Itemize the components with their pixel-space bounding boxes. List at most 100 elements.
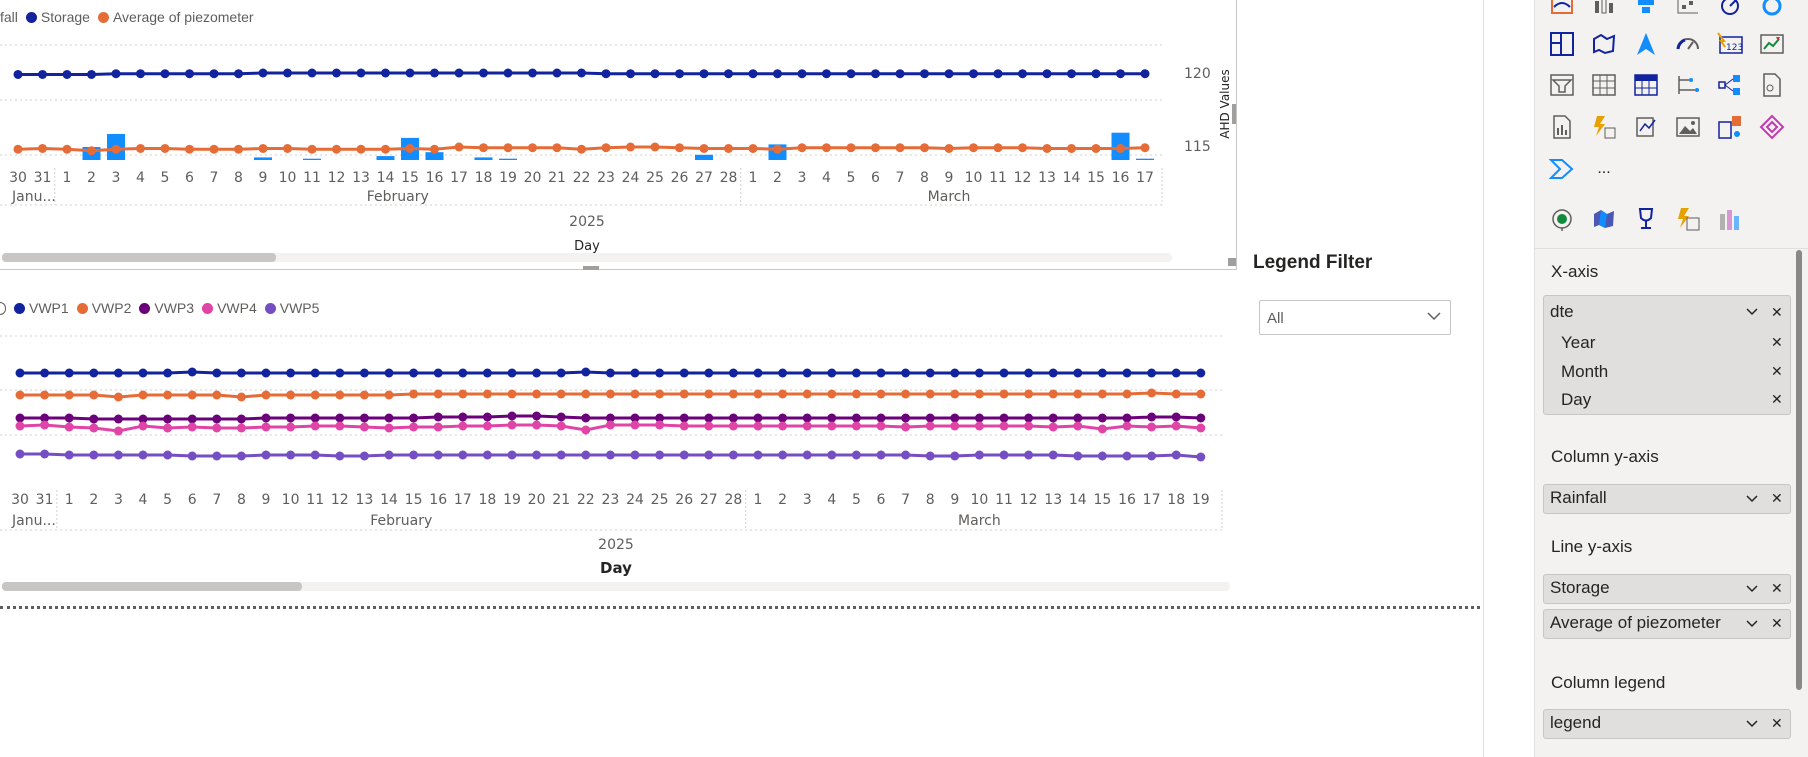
close-icon[interactable]: ✕	[1771, 715, 1783, 731]
field-year[interactable]: Year	[1561, 333, 1596, 352]
data-point	[113, 426, 123, 436]
legend-item-vwp4[interactable]: VWP4	[202, 300, 257, 316]
field-month[interactable]: Month	[1561, 362, 1609, 381]
legend-item-storage[interactable]: Storage	[25, 9, 90, 25]
field-legend[interactable]: legend	[1550, 713, 1602, 732]
chart1-legend: fall Storage Average of piezometer	[0, 9, 262, 25]
close-icon[interactable]: ✕	[1771, 580, 1783, 596]
chevron-down-icon[interactable]	[1746, 720, 1758, 728]
paginated-report-icon[interactable]	[1758, 71, 1786, 99]
data-point	[699, 143, 709, 153]
matrix-icon[interactable]	[1632, 71, 1660, 99]
chevron-icon[interactable]	[1548, 155, 1576, 183]
funnel-icon[interactable]	[1632, 0, 1660, 20]
more-visuals-icon[interactable]: ...	[1597, 160, 1611, 177]
field-rainfall[interactable]: Rainfall	[1550, 488, 1607, 507]
data-point	[261, 422, 271, 432]
pane-scrollbar[interactable]	[1796, 250, 1802, 690]
x-tick-label: 13	[1038, 170, 1056, 186]
image-icon[interactable]	[1674, 113, 1702, 141]
gauge-icon[interactable]	[1674, 30, 1702, 58]
pie-chart-icon[interactable]	[1716, 0, 1744, 20]
data-point	[234, 69, 243, 79]
card-icon[interactable]: 123	[1716, 30, 1744, 58]
legend-item-piezometer[interactable]: Average of piezometer	[97, 9, 254, 25]
arcgis-map-icon[interactable]	[1716, 113, 1744, 141]
report-icon[interactable]	[1548, 113, 1576, 141]
chart1-scrollbar-thumb[interactable]	[2, 253, 276, 262]
bar-chart-icon[interactable]	[1590, 0, 1618, 20]
chart1-scrollbar[interactable]	[2, 253, 1172, 262]
data-point	[187, 451, 197, 461]
chevron-down-icon[interactable]	[1746, 620, 1758, 628]
close-icon[interactable]: ✕	[1771, 334, 1783, 350]
chevron-down-icon[interactable]	[1746, 585, 1758, 593]
power-automate-flow-icon[interactable]	[1674, 205, 1702, 233]
globe-icon[interactable]	[1548, 205, 1576, 233]
close-icon[interactable]: ✕	[1771, 391, 1783, 407]
power-automate-icon[interactable]	[1590, 113, 1618, 141]
data-point	[310, 413, 320, 423]
data-point	[356, 68, 366, 78]
slicer-icon[interactable]	[1548, 71, 1576, 99]
chart2-scrollbar[interactable]	[2, 582, 1230, 591]
data-point	[1122, 389, 1132, 399]
data-point	[1196, 389, 1206, 399]
shape-map-icon[interactable]	[1590, 205, 1618, 233]
legend-marker	[264, 302, 276, 314]
legend-filter-dropdown[interactable]	[1259, 300, 1451, 335]
resize-handle[interactable]	[1228, 258, 1236, 266]
custom-bar-visual-icon[interactable]	[1716, 205, 1744, 233]
data-point	[630, 389, 640, 399]
field-dte[interactable]: dte	[1550, 302, 1574, 321]
x-axis-well[interactable]	[1543, 295, 1791, 415]
legend-item-rainfall[interactable]: fall	[0, 9, 18, 25]
table-icon[interactable]	[1590, 71, 1618, 99]
map-icon[interactable]	[1548, 0, 1576, 20]
combo-chart[interactable]: 120 115 AHD Values 30 31 1 2 3 4 5 6 7 8 9 10 11 12 13 14 1…	[0, 0, 1238, 272]
close-icon[interactable]: ✕	[1771, 490, 1783, 506]
power-apps-icon[interactable]	[1758, 113, 1786, 141]
chevron-down-icon[interactable]	[1746, 308, 1758, 316]
data-point	[62, 144, 72, 154]
chevron-down-icon[interactable]	[1746, 495, 1758, 503]
x-tick-label: 10	[279, 170, 297, 186]
field-storage[interactable]: Storage	[1550, 578, 1610, 597]
close-icon[interactable]: ✕	[1771, 363, 1783, 379]
legend-item-vwp3[interactable]: VWP3	[139, 300, 194, 316]
data-point	[13, 144, 23, 154]
trophy-icon[interactable]	[1632, 205, 1660, 233]
scatter-chart-icon[interactable]	[1674, 0, 1702, 20]
decomposition-tree-icon[interactable]	[1674, 71, 1702, 99]
close-icon[interactable]: ✕	[1771, 304, 1783, 320]
legend-item-vwp5[interactable]: VWP5	[264, 300, 319, 316]
legend-item-vwp2[interactable]: VWP2	[76, 300, 131, 316]
resize-handle[interactable]	[1232, 104, 1236, 124]
filled-map-icon[interactable]	[1590, 30, 1618, 58]
data-point	[187, 422, 197, 432]
line-chart[interactable]: 30 31 1 2 3 4 5 6 7 8 9 10 11 12 13 14 15 16 17 18 19 20 21 22 2…	[0, 290, 1230, 600]
x-tick-label: 2	[778, 492, 787, 508]
data-point	[581, 389, 591, 399]
chart2-scrollbar-thumb[interactable]	[2, 582, 302, 591]
smart-narrative-icon[interactable]	[1632, 113, 1660, 141]
chevron-down-icon[interactable]	[1427, 312, 1441, 321]
field-day[interactable]: Day	[1561, 390, 1592, 409]
azure-map-icon[interactable]	[1632, 30, 1660, 58]
resize-handle[interactable]	[583, 266, 599, 270]
field-average-piezometer[interactable]: Average of piezometer	[1550, 613, 1721, 632]
donut-chart-icon[interactable]	[1758, 0, 1786, 20]
data-point	[827, 450, 837, 460]
kpi-icon[interactable]	[1758, 30, 1786, 58]
data-point	[381, 144, 390, 154]
x-tick-label: 19	[499, 170, 517, 186]
close-icon[interactable]: ✕	[1771, 615, 1783, 631]
treemap-icon[interactable]	[1548, 30, 1576, 58]
line-y-axis-well[interactable]	[1543, 609, 1791, 639]
data-point	[138, 421, 148, 431]
data-point	[901, 422, 911, 432]
y-tick-label: 120	[1184, 66, 1211, 82]
legend-item-vwp1[interactable]: VWP1	[14, 300, 69, 316]
key-influencers-icon[interactable]	[1716, 71, 1744, 99]
data-point	[601, 69, 611, 79]
